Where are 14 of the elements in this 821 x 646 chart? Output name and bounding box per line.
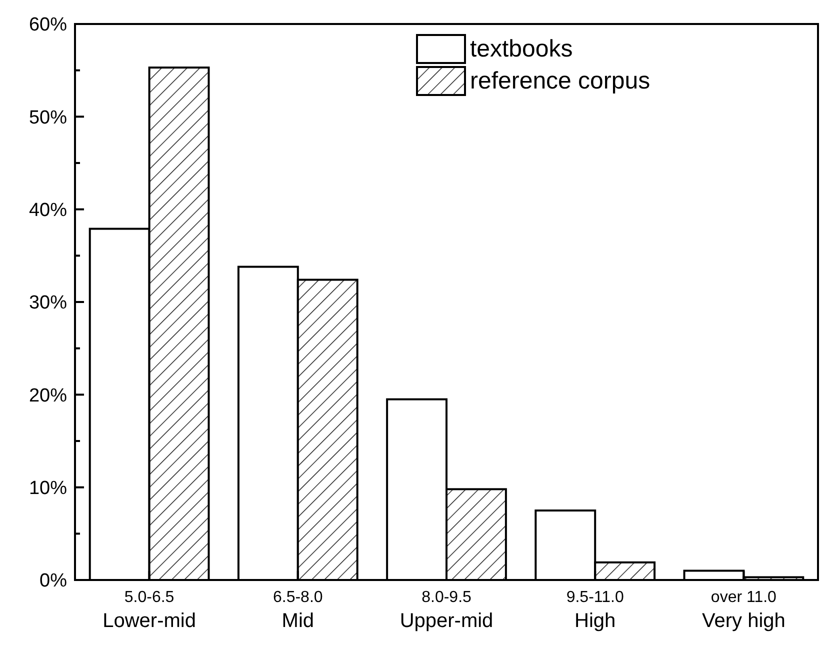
y-tick-label: 0% — [40, 570, 68, 592]
y-tick-label: 20% — [28, 385, 68, 406]
y-tick-label: 30% — [28, 292, 68, 314]
y-tick-label: 40% — [28, 200, 68, 221]
x-tick-label: 5.0-6.5 Lower-mid — [102, 589, 196, 632]
y-tick-label: 10% — [28, 478, 68, 499]
legend-label: reference corpus — [470, 67, 650, 94]
x-tick-label: 6.5-8.0 Mid — [272, 589, 323, 632]
y-tick-label: 50% — [28, 107, 68, 128]
y-tick-label: 60% — [28, 14, 68, 36]
legend-label: textbooks — [470, 35, 573, 62]
x-tick-label: 9.5-11.0 High — [566, 589, 624, 632]
x-tick-label: over 11.0 Very high — [702, 589, 786, 632]
x-tick-label: 8.0-9.5 Upper-mid — [400, 589, 494, 632]
